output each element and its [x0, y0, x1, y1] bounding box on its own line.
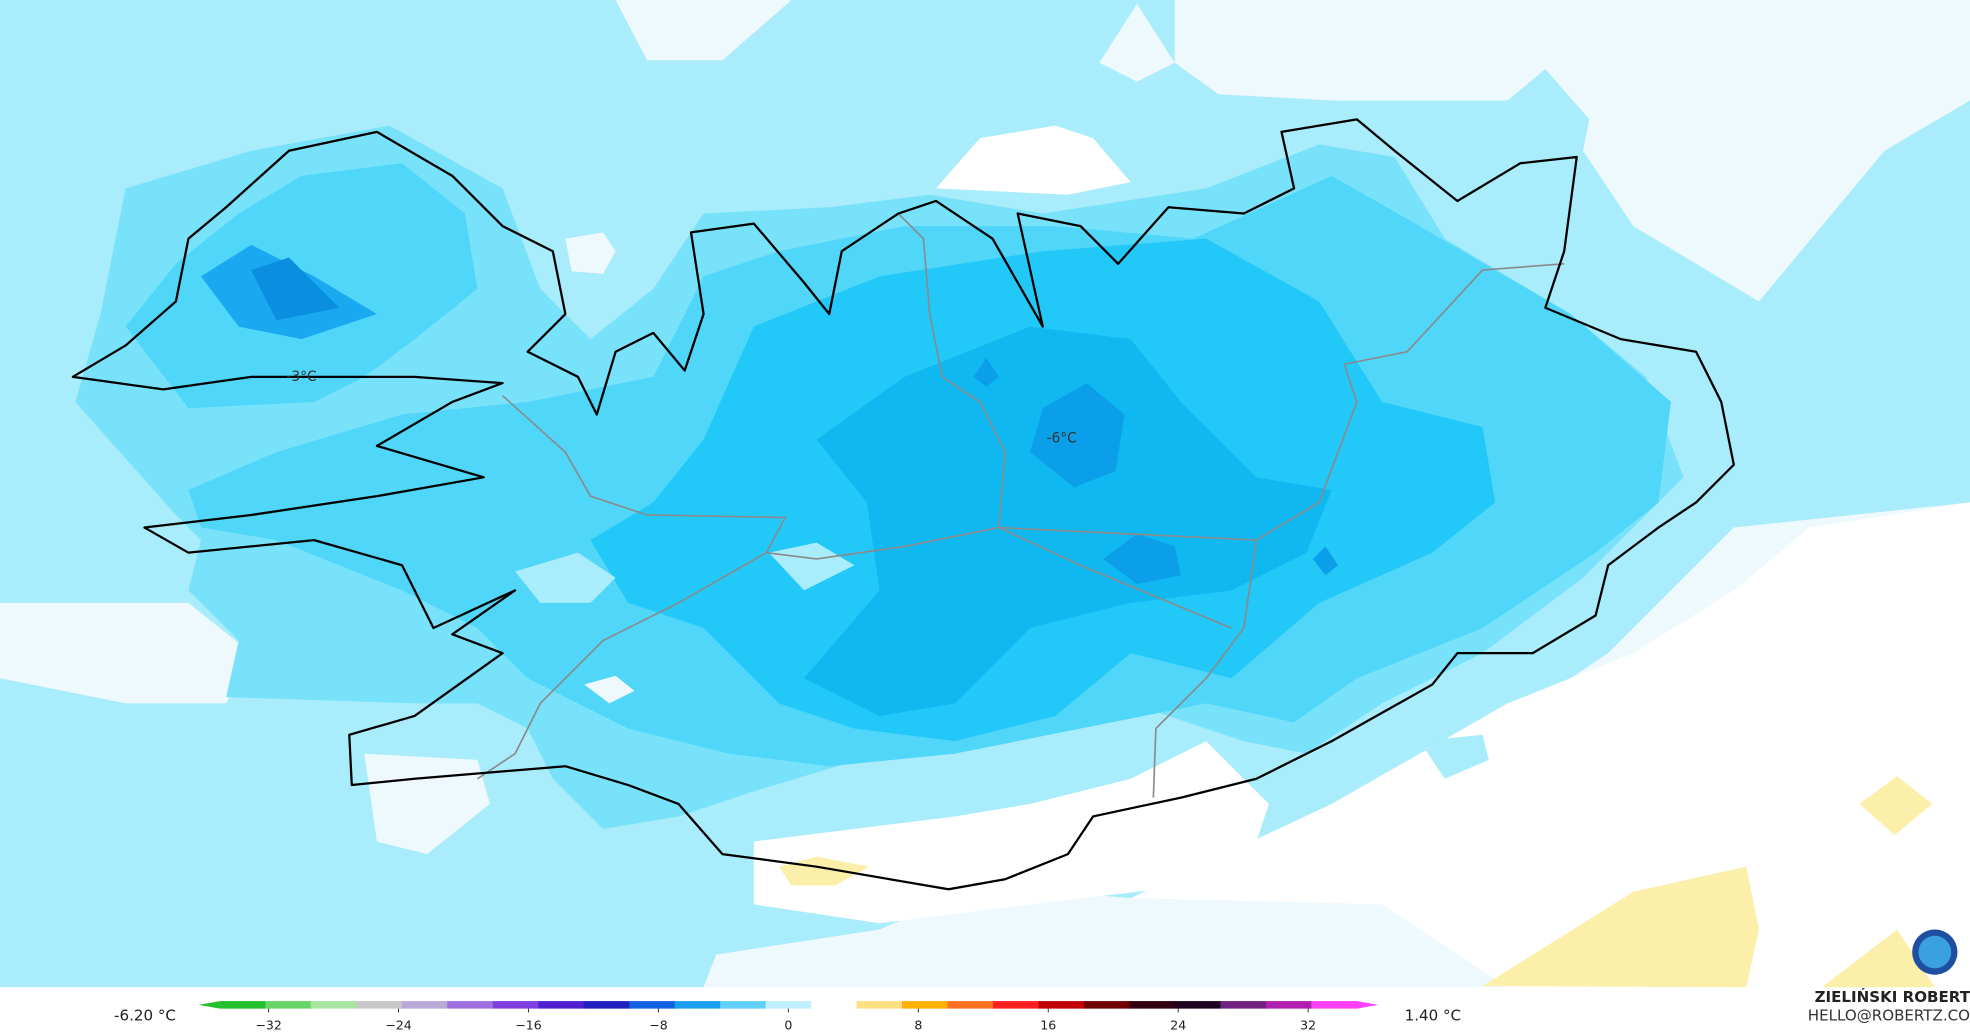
light-zone — [364, 753, 490, 855]
colorbar-segment — [492, 1001, 539, 1009]
coldest-zone — [1030, 383, 1125, 488]
warm-patch — [1859, 776, 1933, 836]
coldest-zone — [1103, 533, 1181, 585]
colorbar-segment — [1129, 1001, 1176, 1009]
colorbar-tick-label: 16 — [1040, 1018, 1056, 1033]
noaa-logo — [1912, 929, 1958, 975]
colorbar-segment — [1311, 1001, 1358, 1009]
coldest-zone — [251, 257, 340, 321]
colorbar-segment — [401, 1001, 448, 1009]
colorbar-end — [198, 1001, 220, 1009]
colorbar-segment — [356, 1001, 403, 1009]
colorbar-segment — [1265, 1001, 1313, 1009]
colorbar-tick-label: 24 — [1170, 1018, 1186, 1033]
min-label: -6.20 °C — [114, 1007, 176, 1025]
colorbar-tick-label: −24 — [385, 1018, 411, 1033]
shade-patch — [768, 542, 855, 591]
light-zone — [584, 675, 635, 704]
colorbar-tick-label: 8 — [914, 1018, 922, 1033]
coldest-zone — [1312, 546, 1339, 576]
colorbar-segment — [1220, 1001, 1267, 1009]
warm-zone — [936, 125, 1131, 195]
colorbar-segment — [993, 1001, 1040, 1009]
colorbar-segment — [447, 1001, 494, 1009]
colorbar-segment — [1084, 1001, 1131, 1009]
colorbar-segment — [629, 1001, 676, 1009]
warm-patch — [1821, 929, 1935, 988]
colorbar-segment — [310, 1001, 357, 1009]
region-border — [476, 212, 1565, 798]
colorbar-segment — [219, 1001, 266, 1009]
colorbar-segment — [947, 1001, 994, 1009]
warm-zone — [1130, 502, 1970, 988]
credit-email: HELLO@ROBERTZ.CO — [1808, 1007, 1970, 1025]
shade-patch — [515, 552, 616, 603]
colorbar-segment — [856, 1001, 903, 1009]
colorbar-segment — [1174, 1001, 1222, 1009]
max-label: 1.40 °C — [1405, 1007, 1461, 1025]
colorbar-segment — [720, 1001, 767, 1009]
colorbar-tick-label: −16 — [515, 1018, 541, 1033]
footer — [0, 987, 1970, 1035]
credit-name: ZIELIŃSKI ROBERT — [1815, 987, 1970, 1006]
logo-center — [1918, 935, 1952, 969]
colorbar-tick-label: 0 — [784, 1018, 792, 1033]
warm-patch — [1482, 866, 1759, 988]
contour-label: -3°C — [286, 369, 316, 385]
coastline — [71, 118, 1735, 891]
colorbar-segment — [674, 1001, 721, 1009]
colorbar-segment — [583, 1001, 630, 1009]
coldest-zone — [973, 357, 999, 387]
colorbar-segment — [902, 1001, 949, 1009]
light-zone — [565, 232, 616, 274]
colorbar-tick-label: −8 — [649, 1018, 668, 1033]
contour-label: -6°C — [1046, 430, 1076, 446]
colorbar-segment — [811, 1001, 858, 1009]
colorbar-end — [1356, 1001, 1379, 1009]
colorbar-segment — [265, 1001, 312, 1009]
colorbar-tick-label: 32 — [1300, 1018, 1316, 1033]
light-zone — [1099, 3, 1175, 82]
colorbar-segment — [1038, 1001, 1085, 1009]
shade-patch — [1419, 734, 1489, 779]
colder-zone — [804, 326, 1332, 716]
colorbar-segment — [538, 1001, 585, 1009]
colorbar: −32 −24 −16 −8 0 8 16 24 32 — [198, 1001, 1379, 1033]
colorbar-segment — [765, 1001, 812, 1009]
colorbar-tick-label: −32 — [255, 1018, 281, 1033]
